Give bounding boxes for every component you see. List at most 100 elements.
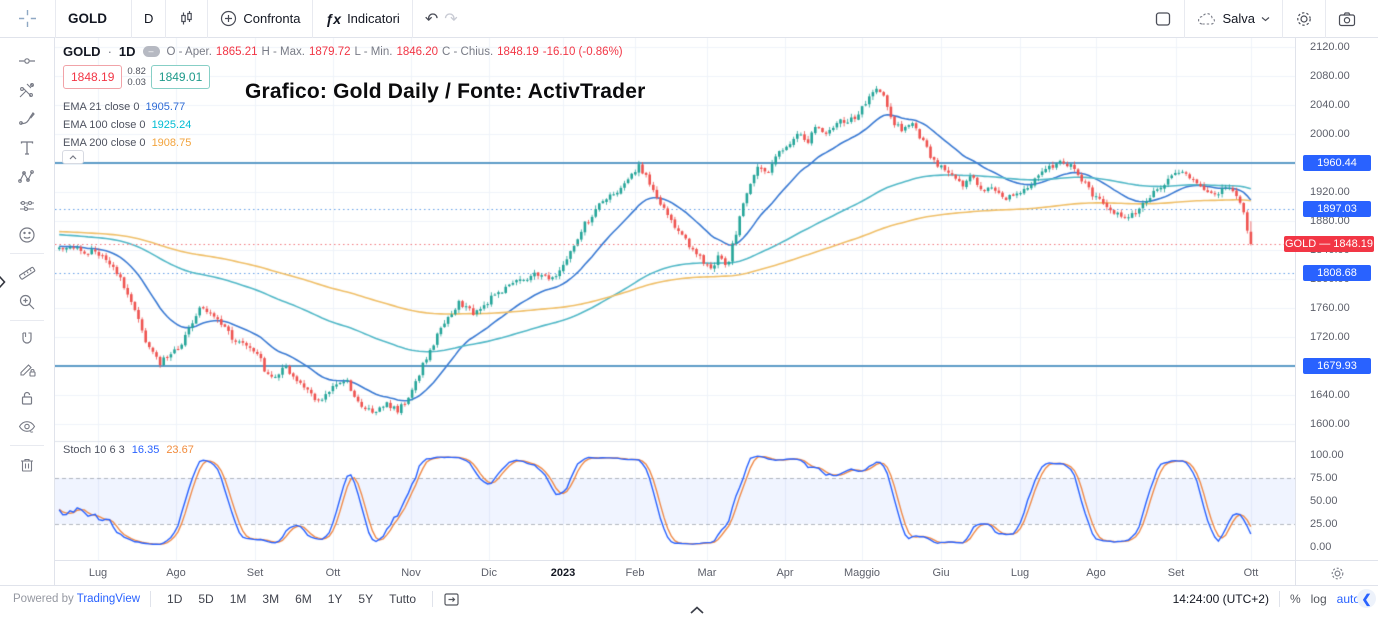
current-price-badge: GOLD ― 1848.19 bbox=[1284, 236, 1374, 253]
stoch-tick-label: 100.00 bbox=[1310, 449, 1344, 461]
time-axis[interactable]: Lug Ago Set Ott Nov Dic 2023 Feb Mar Apr Maggio Giu… bbox=[55, 560, 1295, 585]
collapse-right-chevron[interactable]: ❮ bbox=[1357, 589, 1376, 608]
interval-button[interactable]: D bbox=[132, 0, 165, 37]
clock-label[interactable]: 14:24:00 (UTC+2) bbox=[1172, 592, 1269, 606]
ema200-value: 1908.75 bbox=[151, 137, 192, 149]
time-tick-label: Dic bbox=[481, 567, 497, 579]
cloud-icon bbox=[1197, 11, 1216, 26]
compare-button[interactable]: Confronta bbox=[208, 0, 312, 37]
symbol-search-button[interactable]: GOLD bbox=[56, 0, 131, 37]
range-button-1m[interactable]: 1M bbox=[229, 592, 247, 606]
forecast-icon bbox=[20, 200, 34, 211]
bottombar-separator bbox=[150, 591, 152, 607]
powered-by[interactable]: Powered by TradingView bbox=[13, 593, 140, 605]
symbol-label: GOLD bbox=[68, 11, 107, 26]
bid-button[interactable]: 1848.19 bbox=[63, 65, 123, 89]
high-label: H - Max. bbox=[261, 45, 305, 58]
layout-button[interactable] bbox=[1142, 0, 1184, 37]
range-button-3m[interactable]: 3M bbox=[262, 592, 280, 606]
screenshot-button[interactable] bbox=[1326, 0, 1368, 37]
time-tick-label: Nov bbox=[401, 567, 421, 579]
sidebar-expand-toggle[interactable] bbox=[0, 272, 10, 292]
time-tick-label: Set bbox=[1167, 567, 1185, 579]
range-button-1y[interactable]: 1Y bbox=[327, 592, 343, 606]
range-button-5d[interactable]: 5D bbox=[198, 592, 214, 606]
auto-scale-button[interactable]: auto bbox=[1336, 592, 1360, 606]
lock-drawings-tool[interactable] bbox=[10, 383, 44, 412]
chevron-down-icon bbox=[1261, 16, 1270, 22]
indicator-legends: EMA 21 close 0 1905.77 EMA 100 close 0 1… bbox=[63, 98, 191, 152]
tradingview-link[interactable]: TradingView bbox=[76, 593, 141, 605]
legend-symbol[interactable]: GOLD bbox=[63, 44, 101, 59]
range-button-tutto[interactable]: Tutto bbox=[389, 592, 417, 606]
legend-timeframe[interactable]: 1D bbox=[118, 44, 136, 59]
time-tick-label: Set bbox=[246, 567, 264, 579]
ema21-label: EMA 21 close 0 bbox=[63, 101, 140, 113]
price-tick-label: 1720.00 bbox=[1310, 331, 1350, 343]
toolbar-separator bbox=[165, 0, 167, 38]
chevron-right-icon bbox=[0, 275, 6, 289]
pattern-tool[interactable] bbox=[10, 162, 44, 191]
text-tool[interactable] bbox=[10, 133, 44, 162]
pitchfork-tool[interactable] bbox=[10, 75, 44, 104]
ema100-legend[interactable]: EMA 100 close 0 1925.24 bbox=[63, 116, 191, 134]
time-tick-label: Mar bbox=[697, 567, 717, 579]
rail-divider bbox=[10, 253, 44, 254]
powered-by-text: Powered by bbox=[13, 593, 74, 605]
panel-expand-chevron[interactable] bbox=[689, 606, 705, 614]
emoji-tool[interactable] bbox=[10, 220, 44, 249]
price-axis[interactable]: 2120.002080.002040.002000.001960.001920.… bbox=[1284, 38, 1378, 560]
go-to-date-button[interactable] bbox=[443, 591, 460, 607]
time-tick-label: Ott bbox=[1243, 567, 1259, 579]
chart-area[interactable]: GOLD · 1D – O - Aper. 1865.21 H - Max. 187… bbox=[55, 38, 1295, 560]
hide-drawings-tool[interactable] bbox=[10, 412, 44, 441]
trend-line-icon bbox=[19, 57, 35, 64]
low-label: L - Min. bbox=[354, 45, 393, 58]
range-button-5y[interactable]: 5Y bbox=[358, 592, 374, 606]
indicators-button[interactable]: ƒx Indicatori bbox=[313, 0, 411, 37]
remove-drawings-tool[interactable] bbox=[10, 450, 44, 479]
chart-watermark-title: Grafico: Gold Daily / Fonte: ActivTrader bbox=[245, 80, 646, 103]
price-tick-label: 2080.00 bbox=[1310, 70, 1350, 82]
measure-tool[interactable] bbox=[10, 258, 44, 287]
stoch-d-value: 23.67 bbox=[166, 444, 194, 456]
time-tick-label: 2023 bbox=[550, 567, 576, 579]
drawing-mode-tool[interactable] bbox=[10, 354, 44, 383]
ema200-legend[interactable]: EMA 200 close 0 1908.75 bbox=[63, 134, 191, 152]
price-tick-label: 2120.00 bbox=[1310, 41, 1350, 53]
level-price-badge: 1679.93 bbox=[1303, 358, 1371, 375]
stoch-tick-label: 25.00 bbox=[1310, 518, 1338, 530]
range-button-6m[interactable]: 6M bbox=[295, 592, 312, 606]
settings-button[interactable] bbox=[1283, 0, 1325, 37]
high-value: 1879.72 bbox=[308, 45, 351, 58]
range-button-1d[interactable]: 1D bbox=[167, 592, 183, 606]
brush-tool[interactable] bbox=[10, 104, 44, 133]
lock-icon bbox=[21, 391, 33, 405]
ask-button[interactable]: 1849.01 bbox=[150, 65, 211, 89]
axis-settings-corner[interactable] bbox=[1295, 560, 1378, 585]
crosshair-tool-button[interactable] bbox=[0, 0, 55, 37]
undo-button[interactable]: ↶ bbox=[424, 10, 439, 28]
stoch-legend[interactable]: Stoch 10 6 3 16.35 23.67 bbox=[63, 444, 194, 456]
quote-panel: 1848.19 0.82 0.03 1849.01 bbox=[63, 65, 211, 89]
ema21-legend[interactable]: EMA 21 close 0 1905.77 bbox=[63, 98, 191, 116]
candlestick-style-icon bbox=[178, 10, 195, 27]
price-chart-canvas[interactable] bbox=[55, 38, 1295, 560]
save-button[interactable]: Salva bbox=[1185, 0, 1282, 37]
toolbar-separator bbox=[312, 0, 314, 38]
gear-icon bbox=[1331, 567, 1343, 579]
pane-collapse-button[interactable] bbox=[62, 150, 84, 164]
redo-button[interactable]: ↷ bbox=[444, 10, 458, 28]
zoom-in-tool[interactable] bbox=[10, 287, 44, 316]
time-tick-label: Ott bbox=[325, 567, 341, 579]
legend-collapse-button[interactable]: – bbox=[142, 46, 160, 57]
magnet-tool[interactable] bbox=[10, 325, 44, 354]
ema21-value: 1905.77 bbox=[145, 101, 186, 113]
percent-scale-button[interactable]: % bbox=[1289, 592, 1301, 606]
brush-icon bbox=[19, 111, 35, 125]
toolbar-separator bbox=[1184, 0, 1186, 38]
forecast-tool[interactable] bbox=[10, 191, 44, 220]
log-scale-button[interactable]: log bbox=[1310, 592, 1327, 606]
trend-line-tool[interactable] bbox=[10, 46, 44, 75]
chart-style-button[interactable] bbox=[166, 0, 207, 37]
